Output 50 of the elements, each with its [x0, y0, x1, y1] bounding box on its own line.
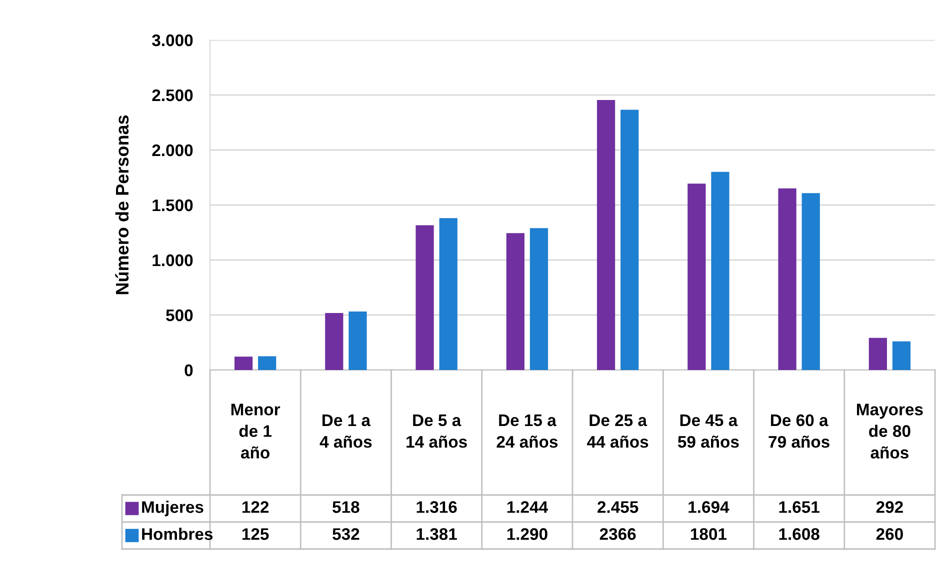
x-tick-label: De 60 a 79 años — [768, 414, 830, 448]
bar — [802, 193, 820, 370]
bar — [892, 341, 911, 370]
bar — [778, 188, 796, 370]
bar — [711, 172, 730, 370]
data-label: 292 — [876, 501, 903, 513]
bar — [530, 228, 548, 370]
data-label: 260 — [876, 528, 903, 540]
x-tick-label: De 45 a 59 años — [678, 414, 739, 448]
x-tick-label: Mayores de 80 años — [856, 404, 923, 459]
x-tick-label: De 5 a 14 años — [406, 414, 467, 448]
bar — [620, 110, 639, 370]
data-label: 1.244 — [507, 501, 548, 513]
bar — [348, 311, 367, 370]
bar — [868, 338, 887, 370]
data-label: 1.381 — [416, 528, 457, 540]
bar — [416, 225, 434, 370]
y-tick-label: 500 — [166, 309, 193, 322]
data-label: 1.316 — [416, 501, 457, 513]
data-label: 532 — [332, 528, 360, 540]
data-label: 2366 — [600, 528, 636, 540]
data-label: 122 — [242, 501, 269, 513]
data-label: 125 — [242, 528, 269, 540]
y-axis-title: Número de Personas — [115, 115, 129, 294]
bar — [258, 356, 276, 370]
x-tick-label: De 25 a 44 años — [587, 414, 648, 448]
bar — [688, 184, 706, 370]
bar — [439, 218, 458, 370]
y-tick-label: 2.500 — [152, 89, 193, 102]
x-tick-label: Menor de 1 año — [231, 404, 280, 459]
bar — [506, 233, 524, 370]
data-label: 1.694 — [688, 501, 730, 513]
y-tick-label: 0 — [184, 364, 193, 376]
data-label: 1.290 — [507, 528, 548, 540]
data-label: 2.455 — [598, 501, 638, 513]
x-tick-label: De 15 a 24 años — [496, 414, 558, 448]
y-tick-label: 3.000 — [152, 34, 193, 46]
bar — [596, 100, 616, 370]
data-label: 518 — [332, 501, 360, 513]
data-label: 1.608 — [779, 528, 820, 540]
y-tick-label: 1.500 — [152, 199, 193, 212]
legend-label: Hombres — [142, 528, 213, 540]
bar — [234, 356, 253, 370]
x-tick-label: De 1 a 4 años — [320, 414, 372, 448]
bar — [325, 313, 344, 370]
y-tick-label: 1.000 — [152, 254, 193, 266]
data-label: 1801 — [690, 528, 727, 540]
data-label: 1.651 — [779, 501, 820, 513]
y-tick-label: 2.000 — [152, 144, 193, 156]
legend-label: Mujeres — [142, 500, 204, 516]
